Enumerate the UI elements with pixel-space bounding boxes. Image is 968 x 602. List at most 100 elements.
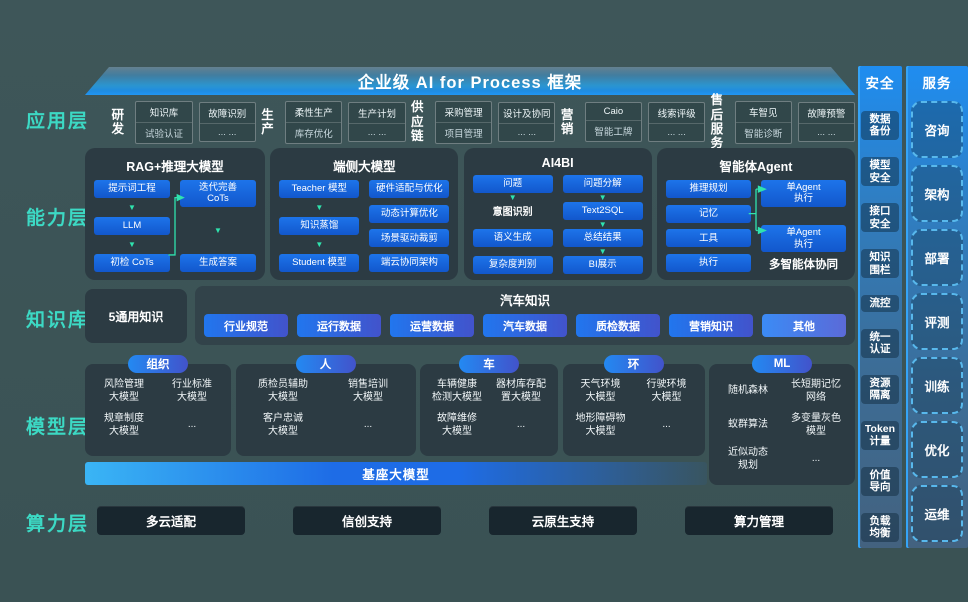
app-box: 采购管理 项目管理: [435, 100, 493, 144]
model-name: 天气环境 大模型: [580, 379, 621, 403]
app-box-top-label: 故障识别: [199, 103, 255, 124]
flow-column-right: 单Agent 执行 单Agent 执行 多智能体协同: [760, 180, 846, 272]
flow-gap: [473, 219, 553, 229]
app-box: 柔性生产 库存优化: [285, 100, 343, 144]
model-name: 随机森林: [728, 385, 768, 397]
model-card-tag: 车: [459, 355, 519, 373]
flow-box: 问题分解: [562, 175, 643, 193]
layer-label-knowledge: 知识库: [26, 310, 90, 331]
capability-panel: RAG+推理大模型 提示词工程 ▼ LLM ▼ 初检 CoTs 迭代完善 CoTs ▼ 生成答案: [85, 148, 265, 280]
flow-column-left: Teacher 模型 ▼ 知识蒸馏 ▼ Student 模型: [279, 180, 360, 272]
app-layer-groups: 研发 知识库 试验认证 故障识别 ... ... 生产 柔性生产 库存优化 生产计划... ..…: [106, 93, 855, 150]
security-item: 知识 围栏: [861, 249, 899, 279]
flow-gap: [369, 223, 449, 230]
security-column: 安全 数据 备份 模型 安全 接口 安全 知识 围栏 流控 统一 认证 资源 隔离 Token…: [858, 66, 902, 548]
flow-box: 生成答案: [180, 254, 256, 272]
model-card-grid: 天气环境 大模型 行驶环境 大模型 地形障碍物 大模型...: [569, 379, 699, 438]
app-group-name: 研发: [111, 107, 124, 136]
security-item: 模型 安全: [861, 156, 899, 187]
capability-panel: 端侧大模型 Teacher 模型 ▼ 知识蒸馏 ▼ Student 模型 硬件适配与优化 动态…: [270, 148, 459, 280]
capability-panel: 智能体Agent 推理规划 记忆 工具 执行 单Agent 执行 单Agent 执行 多智能体…: [656, 148, 855, 280]
base-model-label: 基座大模型: [362, 468, 430, 482]
model-card-tag: 人: [295, 355, 356, 373]
flow-gap: [369, 247, 449, 254]
flow-box: 硬件适配与优化: [369, 180, 450, 198]
app-box: 故障预警 ... ...: [797, 102, 855, 142]
model-card: 车车辆健康 检测大模型 器材库存配 置大模型 故障维修 大模型...: [420, 355, 558, 456]
model-name: 故障维修 大模型: [437, 413, 477, 437]
services-header: 服务: [922, 76, 952, 91]
arrow-down-icon: ▼: [315, 240, 324, 249]
title-banner: 企业级 AI for Process 框架: [85, 67, 855, 95]
flow-gap: [666, 223, 751, 230]
knowledge-pill: 运营数据: [390, 314, 474, 337]
arrow-down-icon: ▼: [128, 240, 136, 249]
app-group: 售后 服务 车智见 智能诊断 故障预警... ...: [705, 93, 855, 151]
flow-box: 推理规划: [665, 180, 751, 198]
model-card: 人质检员辅助 大模型 销售培训 大模型 客户忠诚 大模型...: [235, 355, 416, 456]
flow-column-left: 推理规划 记忆 工具 执行: [665, 180, 751, 273]
model-name: 器材库存配 置大模型: [496, 379, 546, 403]
model-name: 行业标准 大模型: [172, 379, 212, 403]
model-name: 蚁群算法: [728, 419, 768, 431]
knowledge-pill: 其他: [762, 314, 846, 337]
app-box-bottom-label: ... ...: [667, 127, 686, 138]
compute-buttons: 多云适配 信创支持 云原生支持 算力管理: [97, 506, 833, 535]
knowledge-general-label: 5通用知识: [108, 309, 164, 324]
service-item: 架构: [911, 165, 963, 222]
flow-box: 知识蒸馏: [279, 217, 360, 235]
capability-panel-title: AI4BI: [541, 156, 574, 170]
knowledge-auto-panel: 汽车知识 行业规范 运行数据 运营数据 汽车数据 质检数据 营销知识 其他: [195, 286, 855, 345]
app-group-name: 供应 链: [411, 100, 424, 144]
app-group: 营销 Caio 智能工牌 线索评级 ... ...: [555, 102, 706, 142]
app-box-top-label: 采购管理: [436, 102, 492, 123]
model-name: 多变量灰色 模型: [791, 413, 841, 437]
flow-box: LLM: [94, 217, 170, 235]
flow-column-left: 问题 ▼ 意图识别 语义生成 复杂度判别: [472, 175, 553, 274]
app-box-top-label: 故障预警: [798, 103, 854, 124]
app-box: 生产计划 ... ...: [348, 102, 406, 142]
flow-column-right: 硬件适配与优化 动态计算优化 场景驱动裁剪 端云协同架构: [369, 180, 450, 273]
model-name: 规章制度 大模型: [104, 413, 144, 437]
app-box: 知识库 试验认证: [135, 100, 193, 144]
capability-panel-title: 端侧大模型: [333, 160, 396, 174]
flow-box: 场景驱动裁剪: [369, 229, 450, 248]
app-box-bottom-label: 库存优化: [294, 128, 333, 140]
compute-button: 云原生支持: [489, 506, 637, 535]
capability-panel-title: RAG+推理大模型: [126, 160, 224, 174]
knowledge-pill: 运行数据: [297, 314, 381, 337]
flow-gap: [369, 198, 449, 205]
flow-box: 记忆: [665, 204, 751, 223]
model-name: ...: [187, 419, 197, 431]
page-title: 企业级 AI for Process 框架: [357, 74, 583, 92]
flow-text: 意图识别: [492, 207, 533, 218]
flow-columns: 提示词工程 ▼ LLM ▼ 初检 CoTs 迭代完善 CoTs ▼ 生成答案: [94, 180, 256, 272]
capability-panel: AI4BI 问题 ▼ 意图识别 语义生成 复杂度判别 问题分解 ▼ Text2SQL ▼ 总结结果 ▼…: [463, 148, 652, 280]
model-card-grid: 车辆健康 检测大模型 器材库存配 置大模型 故障维修 大模型...: [426, 379, 552, 438]
knowledge-general-box: 5通用知识: [85, 289, 187, 343]
flow-box: 问题: [472, 175, 553, 193]
app-group-name: 营销: [560, 107, 574, 136]
compute-button: 信创支持: [293, 506, 441, 535]
model-card: 环天气环境 大模型 行驶环境 大模型 地形障碍物 大模型...: [562, 355, 705, 456]
service-item: 部署: [911, 229, 963, 286]
security-item: 价值 导向: [861, 466, 899, 496]
service-item: 运维: [911, 485, 963, 542]
knowledge-pill: 行业规范: [204, 314, 288, 337]
model-name: 销售培训 大模型: [348, 379, 388, 403]
model-card: ML 随机森林 长短期记忆 网络 蚁群算法 多变量灰色 模型 近似动态 规划...: [709, 355, 855, 485]
model-card-tag: 环: [603, 355, 664, 373]
arrow-down-icon: ▼: [128, 203, 136, 212]
app-group-name: 生产: [261, 107, 274, 136]
layer-label-capability: 能力层: [26, 208, 90, 229]
flow-gap: [666, 247, 751, 254]
layer-label-model: 模型层: [26, 417, 90, 438]
flow-columns: Teacher 模型 ▼ 知识蒸馏 ▼ Student 模型 硬件适配与优化 动态计算优化场…: [279, 180, 450, 273]
app-box: Caio 智能工牌: [584, 102, 642, 142]
capability-panel-title: 智能体Agent: [719, 160, 793, 174]
knowledge-pills: 行业规范 运行数据 运营数据 汽车数据 质检数据 营销知识 其他: [204, 314, 846, 337]
app-box: 车智见 智能诊断: [734, 100, 792, 144]
flow-box: 迭代完善 CoTs: [180, 180, 256, 207]
service-item: 优化: [911, 421, 963, 478]
